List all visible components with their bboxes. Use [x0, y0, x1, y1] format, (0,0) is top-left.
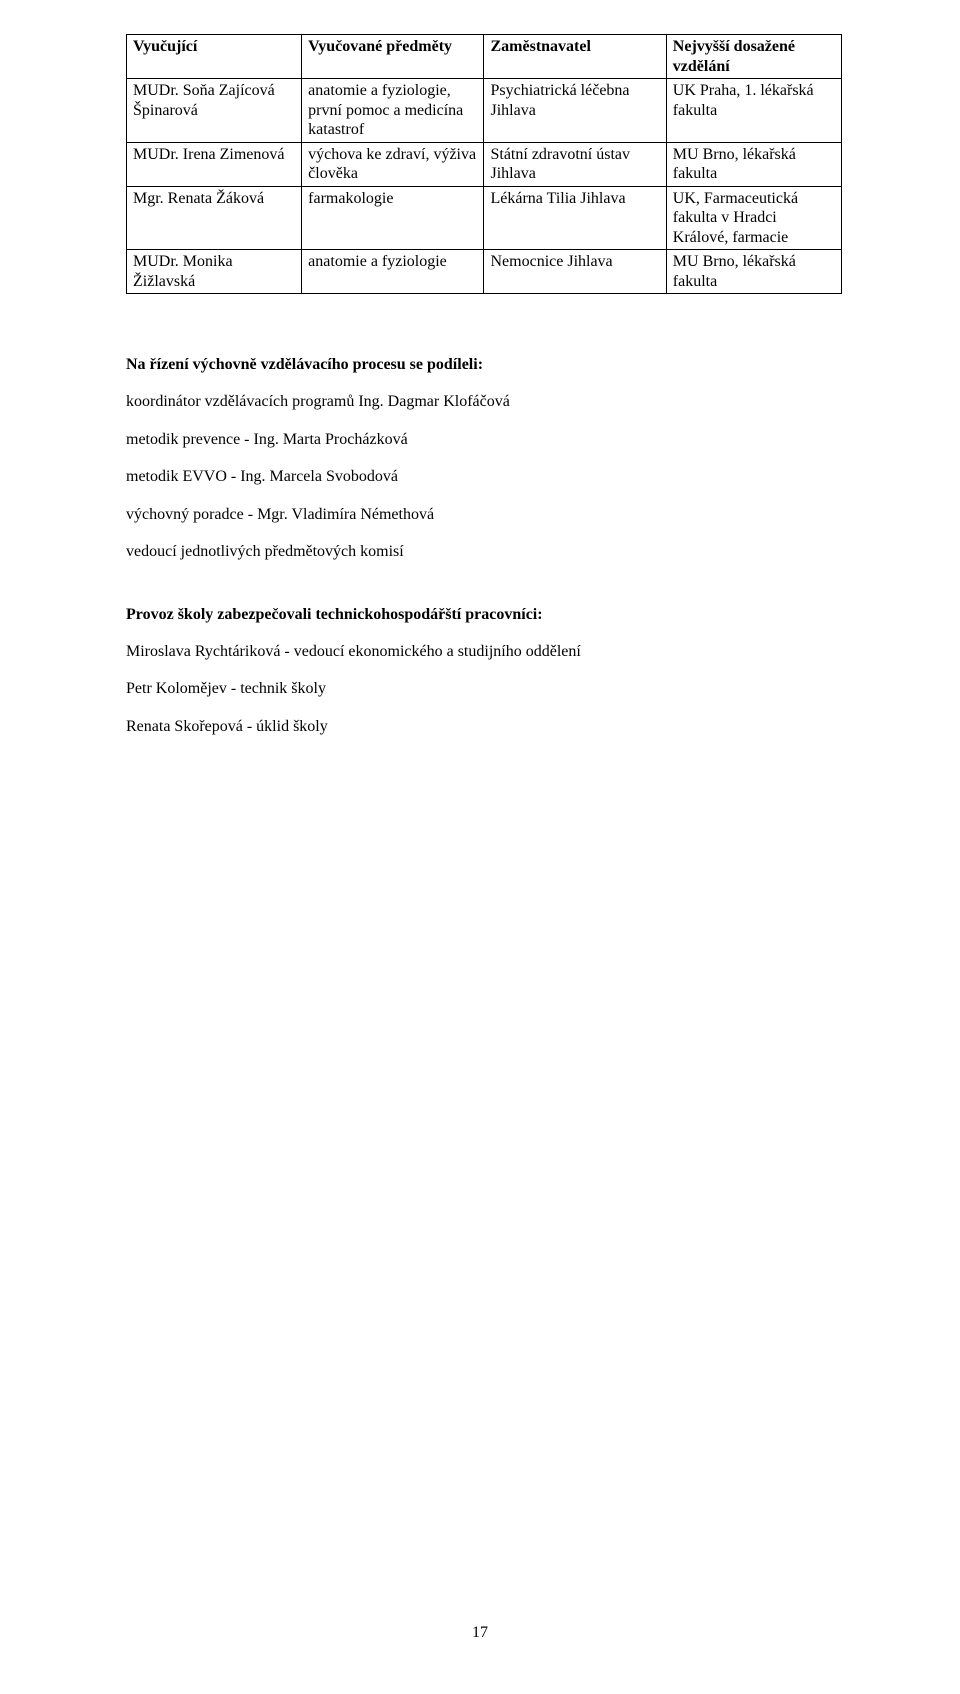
- cell-education: UK Praha, 1. lékařská fakulta: [666, 79, 841, 143]
- cell-teacher: MUDr. Monika Žižlavská: [127, 250, 302, 294]
- cell-teacher: MUDr. Soňa Zajícová Špinarová: [127, 79, 302, 143]
- cell-employer: Lékárna Tilia Jihlava: [484, 186, 666, 250]
- section-line: Miroslava Rychtáriková - vedoucí ekonomi…: [126, 642, 842, 662]
- table-row: MUDr. Monika Žižlavská anatomie a fyziol…: [127, 250, 842, 294]
- cell-subjects: anatomie a fyziologie: [302, 250, 484, 294]
- table-row: Mgr. Renata Žáková farmakologie Lékárna …: [127, 186, 842, 250]
- col-header-teacher: Vyučující: [127, 35, 302, 79]
- table-row: MUDr. Soňa Zajícová Špinarová anatomie a…: [127, 79, 842, 143]
- section-line: metodik prevence - Ing. Marta Procházkov…: [126, 430, 842, 450]
- cell-subjects: farmakologie: [302, 186, 484, 250]
- page-number: 17: [0, 1624, 960, 1642]
- cell-education: MU Brno, lékařská fakulta: [666, 250, 841, 294]
- cell-teacher: MUDr. Irena Zimenová: [127, 142, 302, 186]
- table-row: MUDr. Irena Zimenová výchova ke zdraví, …: [127, 142, 842, 186]
- cell-employer: Psychiatrická léčebna Jihlava: [484, 79, 666, 143]
- section-line: vedoucí jednotlivých předmětových komisí: [126, 542, 842, 562]
- section-management: Na řízení výchovně vzdělávacího procesu …: [126, 356, 842, 562]
- col-header-employer: Zaměstnavatel: [484, 35, 666, 79]
- section-line: výchovný poradce - Mgr. Vladimíra Németh…: [126, 505, 842, 525]
- cell-education: MU Brno, lékařská fakulta: [666, 142, 841, 186]
- section-line: Renata Skořepová - úklid školy: [126, 717, 842, 737]
- page: Vyučující Vyučované předměty Zaměstnavat…: [0, 0, 960, 1694]
- cell-subjects: výchova ke zdraví, výživa člověka: [302, 142, 484, 186]
- cell-subjects: anatomie a fyziologie, první pomoc a med…: [302, 79, 484, 143]
- cell-teacher: Mgr. Renata Žáková: [127, 186, 302, 250]
- section-heading: Na řízení výchovně vzdělávacího procesu …: [126, 356, 842, 374]
- section-line: Petr Kolomějev - technik školy: [126, 679, 842, 699]
- col-header-subjects: Vyučované předměty: [302, 35, 484, 79]
- table-header-row: Vyučující Vyučované předměty Zaměstnavat…: [127, 35, 842, 79]
- section-operations: Provoz školy zabezpečovali technickohosp…: [126, 606, 842, 737]
- cell-employer: Nemocnice Jihlava: [484, 250, 666, 294]
- teachers-table: Vyučující Vyučované předměty Zaměstnavat…: [126, 34, 842, 294]
- section-line: metodik EVVO - Ing. Marcela Svobodová: [126, 467, 842, 487]
- section-heading: Provoz školy zabezpečovali technickohosp…: [126, 606, 842, 624]
- cell-education: UK, Farmaceutická fakulta v Hradci Králo…: [666, 186, 841, 250]
- col-header-education: Nejvyšší dosažené vzdělání: [666, 35, 841, 79]
- cell-employer: Státní zdravotní ústav Jihlava: [484, 142, 666, 186]
- section-line: koordinátor vzdělávacích programů Ing. D…: [126, 392, 842, 412]
